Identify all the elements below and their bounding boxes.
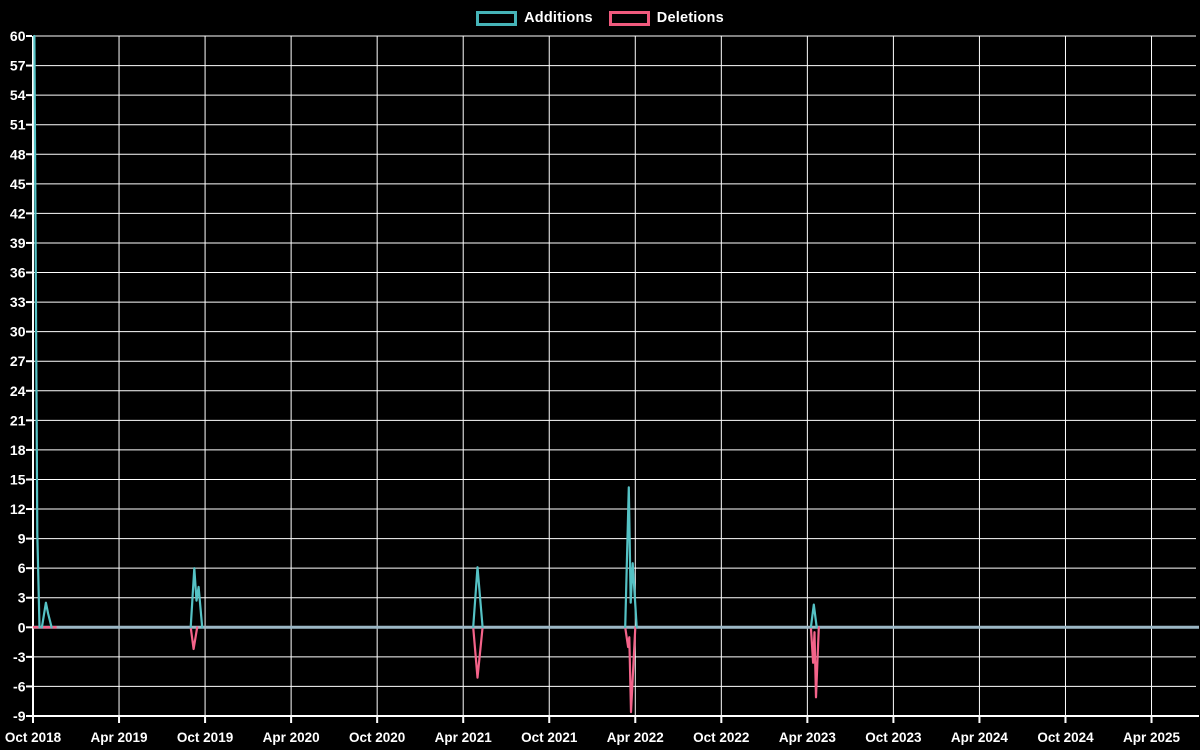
additions-line-segment [40, 601, 53, 629]
deletions-swatch-icon [608, 10, 650, 26]
deletions-line-segment [189, 626, 199, 651]
y-tick-label: 21 [10, 412, 26, 428]
x-tick-label: Oct 2024 [1037, 730, 1094, 745]
y-tick-label: 24 [10, 383, 26, 399]
deletions-line-segment [624, 626, 637, 714]
additions-line-segment [33, 34, 41, 629]
x-tick-label: Oct 2019 [177, 730, 233, 745]
y-tick-label: 48 [10, 146, 26, 162]
y-tick-label: 6 [18, 560, 26, 576]
legend-label-deletions: Deletions [656, 10, 724, 26]
legend-item-additions[interactable]: Additions [476, 10, 593, 26]
y-tick-label: 3 [18, 590, 26, 606]
x-tick-label: Oct 2018 [5, 730, 62, 745]
y-tick-label: 18 [10, 442, 26, 458]
legend-label-additions: Additions [524, 10, 593, 26]
y-tick-label: -6 [13, 678, 26, 694]
additions-line-segment [809, 603, 818, 629]
y-tick-label: 45 [10, 176, 26, 192]
x-tick-label: Oct 2022 [693, 730, 749, 745]
x-tick-label: Apr 2025 [1123, 730, 1181, 745]
y-tick-label: 39 [10, 235, 26, 251]
x-tick-label: Oct 2023 [865, 730, 922, 745]
y-tick-label: 27 [10, 353, 26, 369]
y-tick-label: 60 [10, 28, 26, 44]
x-tick-label: Apr 2019 [91, 730, 148, 745]
x-tick-label: Apr 2023 [779, 730, 837, 745]
chart-legend: Additions Deletions [0, 7, 1200, 29]
y-tick-label: 54 [10, 87, 26, 103]
y-tick-label: 30 [10, 324, 26, 340]
y-tick-label: 12 [10, 501, 26, 517]
deletions-line-segment [809, 626, 820, 699]
x-tick-label: Oct 2021 [521, 730, 578, 745]
x-tick-label: Apr 2024 [951, 730, 1009, 745]
additions-line-segment [189, 567, 204, 629]
y-tick-label: 9 [18, 531, 26, 547]
additions-line-segment [624, 486, 638, 629]
y-tick-label: 15 [10, 471, 26, 487]
y-tick-label: 42 [10, 205, 26, 221]
y-tick-label: -3 [13, 649, 26, 665]
y-tick-label: 51 [10, 117, 26, 133]
deletions-line-segment [472, 626, 484, 679]
y-tick-label: 33 [10, 294, 26, 310]
x-tick-label: Oct 2020 [349, 730, 405, 745]
x-tick-label: Apr 2021 [435, 730, 493, 745]
legend-item-deletions[interactable]: Deletions [608, 10, 724, 26]
x-tick-label: Apr 2020 [263, 730, 320, 745]
additions-line-segment [472, 566, 484, 629]
y-tick-label: 57 [10, 58, 26, 74]
x-tick-label: Apr 2022 [607, 730, 664, 745]
y-tick-label: 0 [18, 619, 26, 635]
y-tick-label: -9 [13, 708, 26, 724]
additions-swatch-icon [476, 10, 518, 26]
y-tick-label: 36 [10, 265, 26, 281]
